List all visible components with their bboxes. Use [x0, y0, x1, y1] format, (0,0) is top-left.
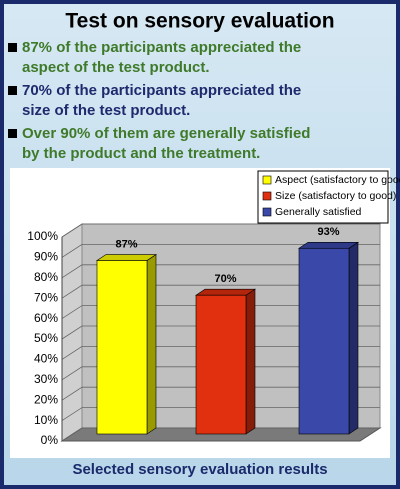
title: Test on sensory evaluation — [65, 10, 334, 33]
grid-line — [61, 264, 380, 279]
legend-box — [257, 170, 389, 224]
bar — [195, 294, 247, 435]
grid-line — [61, 366, 380, 381]
bullet-text: Over 90% of them are generally satisfied — [22, 125, 310, 142]
legend-label: Size (satisfactory to good) — [275, 190, 396, 202]
y-tick-label: 90% — [34, 250, 58, 264]
y-tick-label: 70% — [34, 290, 58, 304]
grid-line — [61, 243, 380, 258]
grid-line — [61, 284, 380, 299]
y-tick-label: 50% — [34, 331, 58, 345]
y-tick-label: 0% — [41, 433, 59, 447]
grid-line — [61, 325, 380, 340]
grid-line — [61, 427, 380, 442]
bullet-text: aspect of the test product. — [22, 59, 210, 76]
legend-label: Generally satisfied — [275, 206, 362, 218]
bullet-marker — [8, 43, 17, 52]
grid-line — [61, 345, 380, 360]
bar-top — [298, 241, 359, 249]
bullet-marker — [8, 86, 17, 95]
bar-top — [195, 288, 256, 296]
y-tick-label: 100% — [27, 229, 58, 243]
y-tick-label: 40% — [34, 352, 58, 366]
legend-swatch — [262, 207, 272, 217]
bar-top — [96, 254, 157, 261]
grid-line — [61, 223, 380, 238]
bullet-text: 70% of the participants appreciated the — [22, 82, 301, 99]
y-tick-label: 20% — [34, 392, 58, 406]
legend-swatch — [262, 175, 272, 185]
bullet-text: size of the test product. — [22, 102, 190, 119]
bar-side — [245, 288, 256, 435]
value-label: 93% — [317, 226, 339, 238]
y-tick-label: 60% — [34, 311, 58, 325]
bar — [298, 247, 350, 435]
legend-swatch — [262, 191, 272, 201]
grid-line — [61, 386, 380, 401]
bar-side — [146, 253, 157, 435]
bar — [96, 260, 148, 435]
value-label: 70% — [214, 273, 236, 285]
y-tick-label: 80% — [34, 270, 58, 284]
bullet-text: by the product and the treatment. — [22, 145, 260, 162]
y-tick-label: 10% — [34, 413, 58, 427]
bullet-text: 87% of the participants appreciated the — [22, 39, 301, 56]
grid-line — [61, 305, 380, 319]
caption: Selected sensory evaluation results — [72, 461, 327, 478]
bullet-marker — [8, 129, 17, 138]
y-tick-label: 30% — [34, 372, 58, 386]
value-label: 87% — [115, 238, 137, 250]
grid-line — [61, 407, 380, 421]
bar-side — [348, 241, 359, 435]
legend-label: Aspect (satisfactory to good) — [275, 174, 400, 186]
